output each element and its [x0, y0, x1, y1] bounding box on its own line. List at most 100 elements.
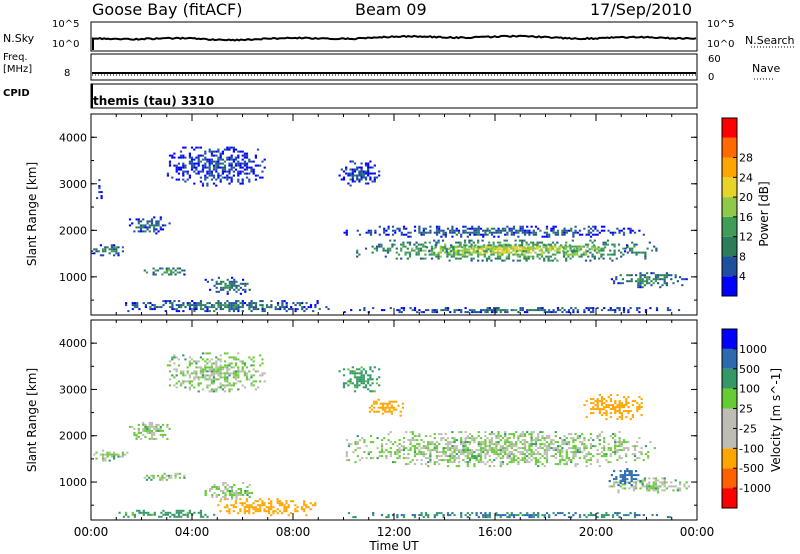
data-cell: [528, 229, 531, 232]
data-cell: [195, 376, 198, 379]
data-cell: [592, 439, 595, 442]
data-cell: [220, 286, 223, 289]
data-cell: [464, 307, 467, 310]
data-cell: [484, 309, 487, 312]
data-cell: [504, 227, 507, 230]
data-cell: [495, 447, 498, 450]
data-cell: [492, 241, 495, 244]
data-cell: [287, 308, 291, 311]
data-cell: [538, 253, 541, 256]
data-cell: [609, 398, 612, 401]
data-cell: [294, 510, 297, 513]
data-cell: [625, 402, 628, 405]
data-cell: [668, 485, 671, 488]
data-cell: [171, 306, 174, 309]
data-cell: [224, 482, 227, 484]
data-cell: [468, 233, 472, 236]
data-cell: [625, 410, 628, 413]
data-cell: [485, 248, 488, 251]
data-cell: [565, 463, 568, 466]
data-cell: [413, 243, 416, 246]
data-cell: [483, 255, 486, 258]
data-cell: [622, 227, 626, 230]
data-cell: [408, 251, 412, 254]
data-cell: [281, 300, 284, 303]
data-cell: [576, 463, 579, 466]
data-cell: [177, 513, 181, 516]
data-cell: [477, 253, 480, 256]
data-cell: [303, 306, 306, 309]
data-cell: [201, 168, 205, 171]
data-cell: [254, 380, 257, 383]
data-cell: [596, 404, 599, 407]
data-cell: [515, 443, 518, 446]
data-cell: [199, 370, 202, 373]
data-cell: [380, 447, 384, 450]
data-cell: [394, 231, 397, 234]
data-cell: [201, 370, 205, 373]
data-cell: [654, 477, 657, 480]
data-cell: [222, 484, 225, 486]
data-cell: [224, 286, 227, 289]
data-cell: [367, 451, 370, 454]
data-cell: [532, 514, 535, 517]
data-cell: [237, 156, 240, 159]
data-cell: [102, 457, 105, 460]
data-cell: [519, 512, 522, 515]
data-cell: [513, 248, 517, 251]
data-cell: [176, 472, 179, 475]
data-cell: [228, 374, 231, 377]
data-cell: [388, 408, 391, 411]
data-cell: [440, 433, 443, 436]
data-cell: [567, 245, 570, 248]
data-cell: [184, 146, 187, 149]
data-cell: [614, 433, 617, 436]
data-cell: [514, 243, 517, 246]
data-cell: [228, 512, 231, 515]
data-cell: [600, 309, 604, 312]
data-cell: [228, 390, 231, 393]
data-cell: [592, 229, 595, 232]
data-cell: [150, 474, 153, 477]
data-cell: [600, 451, 604, 454]
data-cell: [409, 449, 412, 452]
data-cell: [429, 457, 432, 460]
data-cell: [177, 509, 181, 512]
data-cell: [226, 488, 229, 490]
data-cell: [131, 513, 134, 516]
data-cell: [217, 176, 220, 179]
data-cell: [197, 304, 200, 307]
data-cell: [237, 150, 240, 153]
data-cell: [235, 308, 238, 311]
data-cell: [581, 451, 584, 454]
data-cell: [596, 307, 599, 310]
data-cell: [602, 247, 605, 250]
data-cell: [507, 253, 511, 256]
data-cell: [232, 372, 235, 375]
data-cell: [521, 253, 524, 256]
data-cell: [190, 384, 194, 387]
data-cell: [349, 378, 352, 381]
data-cell: [615, 476, 618, 479]
data-cell: [241, 150, 244, 153]
data-cell: [594, 404, 597, 407]
data-cell: [164, 300, 167, 303]
data-cell: [223, 176, 227, 179]
data-cell: [532, 516, 535, 519]
data-cell: [175, 511, 178, 514]
data-cell: [603, 445, 606, 448]
data-cell: [562, 250, 565, 253]
data-cell: [539, 457, 542, 460]
data-cell: [527, 257, 530, 260]
data-cell: [188, 386, 191, 389]
data-cell: [245, 504, 248, 507]
data-cell: [472, 246, 475, 249]
data-cell: [270, 506, 273, 509]
data-cell: [539, 309, 542, 312]
data-cell: [364, 370, 368, 373]
data-cell: [276, 498, 279, 501]
data-cell: [193, 148, 196, 151]
data-cell: [506, 441, 509, 444]
data-cell: [152, 474, 155, 477]
data-cell: [554, 231, 557, 234]
